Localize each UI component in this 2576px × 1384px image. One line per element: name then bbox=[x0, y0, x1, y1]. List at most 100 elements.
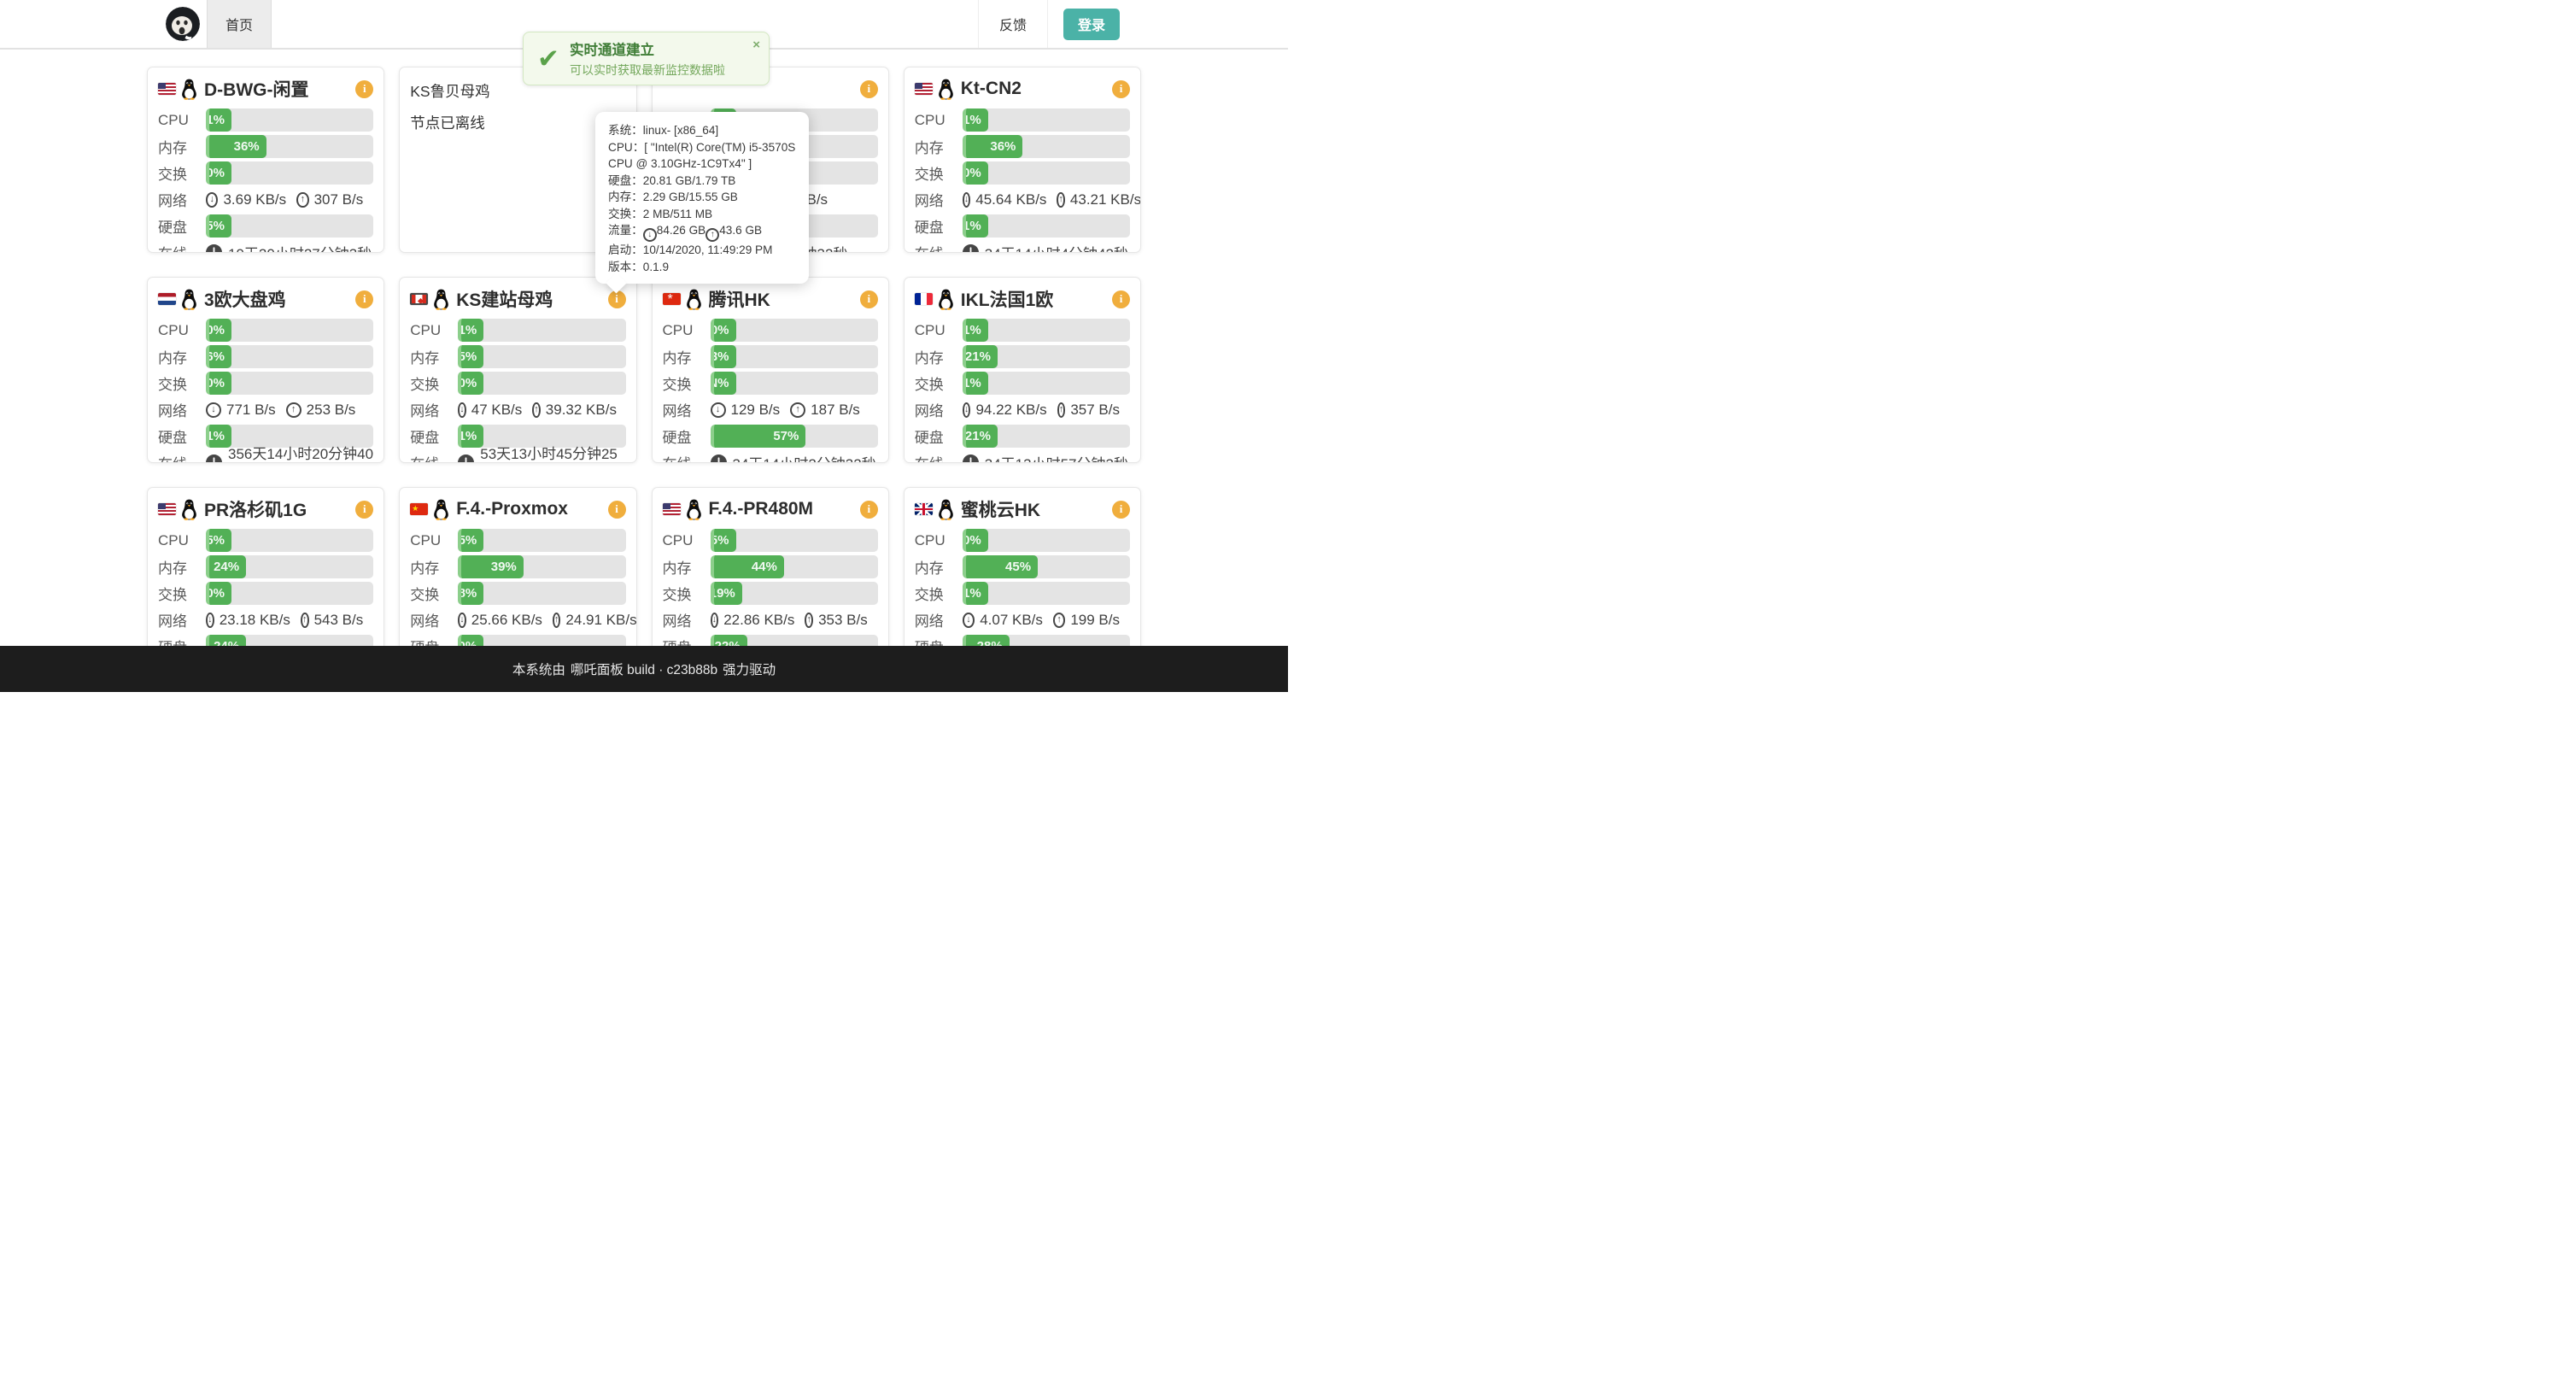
tooltip-row-swap: 交换：2 MB/511 MB bbox=[608, 207, 713, 220]
net-download-value: 47 KB/s bbox=[471, 401, 523, 418]
uptime-value: 34天14小时4分钟42秒 bbox=[985, 242, 1128, 252]
stat-row-disk: 硬盘 15% bbox=[158, 214, 374, 238]
linux-penguin-icon bbox=[938, 499, 953, 520]
stat-row-online: 在线 34天13小时57分钟3秒 bbox=[915, 451, 1130, 462]
info-icon[interactable]: i bbox=[859, 79, 878, 98]
login-button[interactable]: 登录 bbox=[1063, 8, 1120, 40]
linux-penguin-icon bbox=[686, 499, 701, 520]
stat-label: 内存 bbox=[662, 560, 692, 577]
stat-row-cpu: CPU 1% bbox=[410, 319, 626, 342]
stat-row-net: 网络 ↓ 23.18 KB/s ↑ 543 B/s bbox=[158, 608, 373, 631]
info-icon[interactable]: i bbox=[607, 290, 626, 308]
upload-arrow-icon: ↑ bbox=[296, 191, 309, 208]
stat-label: 硬盘 bbox=[914, 220, 944, 236]
net-download-value: 25.66 KB/s bbox=[471, 611, 542, 628]
stat-row-disk: 硬盘 57% bbox=[663, 425, 878, 448]
download-arrow-icon: ↓ bbox=[206, 191, 219, 208]
swap-progress-fill: 0% bbox=[206, 161, 231, 185]
stat-label: 交换 bbox=[914, 167, 944, 183]
stat-label: 交换 bbox=[914, 587, 944, 603]
stat-label: CPU bbox=[410, 531, 442, 548]
linux-penguin-icon bbox=[686, 289, 701, 310]
stat-label: 硬盘 bbox=[410, 430, 440, 446]
card-header: 腾讯HK i bbox=[662, 285, 878, 313]
toast-close-icon[interactable]: × bbox=[752, 38, 760, 52]
mem-progress-bar: 6% bbox=[206, 345, 374, 368]
net-download-value: 4.07 KB/s bbox=[980, 611, 1043, 628]
info-icon[interactable]: i bbox=[355, 79, 374, 98]
net-upload-value: 43.21 KB/s bbox=[1069, 191, 1141, 208]
cpu-progress-fill: 5% bbox=[458, 529, 484, 552]
site-logo-avatar[interactable] bbox=[166, 7, 200, 41]
swap-progress-fill: 1% bbox=[962, 582, 988, 605]
swap-progress-fill: N% bbox=[710, 372, 736, 395]
server-name: F.4.-PR480M bbox=[708, 499, 814, 519]
mem-progress-fill: 15% bbox=[458, 345, 484, 368]
stat-row-swap: 交换 0% bbox=[158, 582, 374, 605]
stat-row-mem: 内存 3% bbox=[663, 345, 878, 368]
stat-label: 网络 bbox=[914, 403, 944, 419]
disk-progress-bar: 57% bbox=[710, 425, 878, 448]
toast-message: 可以实时获取最新监控数据啦 bbox=[569, 63, 725, 77]
info-icon[interactable]: i bbox=[355, 500, 374, 519]
net-upload-value: 24.91 KB/s bbox=[565, 611, 637, 628]
stat-row-online: 在线 356天14小时20分钟40秒 bbox=[158, 446, 373, 462]
info-icon[interactable]: i bbox=[1112, 79, 1130, 98]
server-name: 蜜桃云HK bbox=[960, 501, 1041, 520]
stat-row-swap: 交换 0% bbox=[410, 372, 626, 395]
net-download-value: 771 B/s bbox=[226, 401, 276, 418]
success-check-icon: ✔ bbox=[537, 44, 559, 73]
footer-text: 本系统由 bbox=[512, 663, 565, 677]
stat-label: CPU bbox=[158, 531, 189, 548]
nav-feedback-link[interactable]: 反馈 bbox=[977, 0, 1048, 48]
card-header: 蜜桃云HK i bbox=[914, 496, 1130, 523]
stat-row-mem: 内存 24% bbox=[158, 555, 374, 578]
stat-row-disk: 硬盘 21% bbox=[915, 425, 1130, 448]
download-arrow-icon: ↓ bbox=[710, 612, 719, 628]
uptime-value: 34天14小时2分钟32秒 bbox=[733, 452, 876, 462]
swap-progress-fill: 0% bbox=[206, 372, 231, 395]
swap-progress-fill: 19% bbox=[710, 582, 742, 605]
country-flag-icon bbox=[158, 293, 176, 305]
swap-progress-fill: 0% bbox=[962, 161, 988, 185]
stat-label: 内存 bbox=[410, 350, 440, 367]
footer-panel-link[interactable]: 哪吒面板 build · c23b88b bbox=[570, 663, 718, 677]
info-icon[interactable]: i bbox=[859, 290, 878, 308]
server-name: F.4.-Proxmox bbox=[456, 499, 568, 519]
info-icon[interactable]: i bbox=[355, 290, 374, 308]
info-icon[interactable]: i bbox=[1112, 290, 1130, 308]
country-flag-icon bbox=[158, 503, 176, 515]
disk-progress-fill: 21% bbox=[962, 425, 998, 448]
stat-label: 网络 bbox=[914, 613, 944, 630]
stat-row-disk: 硬盘 1% bbox=[158, 425, 374, 448]
uptime-fragment: 钟32秒 bbox=[803, 242, 848, 252]
stat-label: 内存 bbox=[914, 560, 944, 577]
info-icon[interactable]: i bbox=[1112, 500, 1130, 519]
info-icon[interactable]: i bbox=[607, 500, 626, 519]
server-card: IKL法国1欧 i CPU 1% 内存 21% 交换 1% 网络 ↓ 94.22 KB/s ↑ 357 … bbox=[903, 277, 1141, 463]
upload-arrow-icon: ↑ bbox=[300, 612, 309, 628]
stat-row-online: 在线 34天14小时2分钟32秒 bbox=[663, 451, 878, 462]
cpu-progress-fill: 5% bbox=[206, 529, 231, 552]
info-icon[interactable]: i bbox=[859, 500, 878, 519]
stat-row-net: 网络 ↓ 25.66 KB/s ↑ 24.91 KB/s bbox=[410, 608, 635, 631]
nav-tab-home[interactable]: 首页 bbox=[207, 0, 272, 48]
server-name: IKL法国1欧 bbox=[960, 290, 1054, 310]
server-info-tooltip: 系统：linux- [x86_64] CPU：[ "Intel(R) Core(… bbox=[595, 112, 809, 284]
clock-icon bbox=[206, 454, 222, 462]
swap-progress-bar: 0% bbox=[458, 372, 626, 395]
server-card: 3欧大盘鸡 i CPU 0% 内存 6% 交换 0% 网络 ↓ 771 B/s ↑ 253 B/s 硬盘 1… bbox=[147, 277, 385, 463]
stat-label: 交换 bbox=[410, 587, 440, 603]
net-upload-value: 353 B/s bbox=[818, 611, 868, 628]
card-header: D-BWG-闲置 i bbox=[158, 75, 374, 103]
stat-row-swap: 交换 1% bbox=[915, 582, 1130, 605]
stat-label: 内存 bbox=[158, 350, 187, 367]
disk-progress-fill: 15% bbox=[206, 214, 231, 238]
upload-arrow-icon: ↑ bbox=[532, 402, 541, 418]
clock-icon bbox=[206, 244, 222, 252]
swap-progress-fill: 0% bbox=[458, 372, 484, 395]
stat-label: 内存 bbox=[158, 560, 187, 577]
stat-row-mem: 内存 15% bbox=[410, 345, 626, 368]
server-name: 3欧大盘鸡 bbox=[204, 290, 286, 310]
uptime-value: 19天20小时27分钟3秒 bbox=[228, 242, 372, 252]
